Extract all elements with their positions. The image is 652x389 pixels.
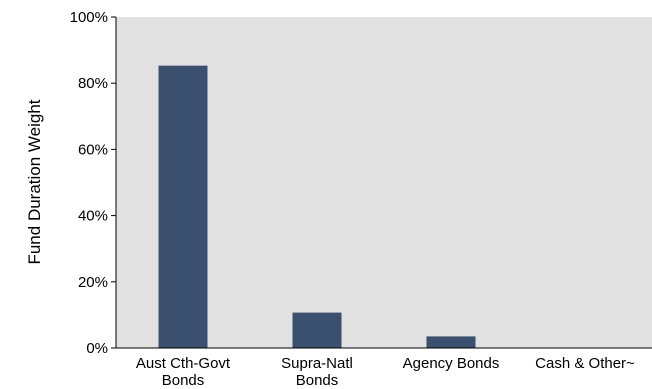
- bar: [426, 336, 476, 348]
- y-tick-label: 40%: [78, 208, 108, 225]
- bar: [158, 65, 208, 349]
- x-tick-label: Aust Cth-Govt Bonds: [136, 355, 231, 389]
- x-tick-label: Cash & Other~: [535, 355, 635, 372]
- y-tick-label: 100%: [70, 9, 108, 26]
- y-ticks: 0% 20% 40% 60% 80% 100%: [70, 9, 116, 357]
- bars: [158, 65, 476, 349]
- y-tick-label: 80%: [78, 75, 108, 92]
- x-tick-label: Agency Bonds: [403, 355, 500, 372]
- x-tick-label: Supra-Natl Bonds: [281, 355, 353, 389]
- bar: [292, 312, 342, 348]
- y-tick-label: 0%: [86, 340, 108, 357]
- x-ticks: Aust Cth-Govt Bonds Supra-Natl Bonds Agency …: [136, 355, 635, 389]
- y-axis-label: Fund Duration Weight: [25, 99, 44, 264]
- y-tick-label: 60%: [78, 141, 108, 158]
- y-tick-label: 20%: [78, 274, 108, 291]
